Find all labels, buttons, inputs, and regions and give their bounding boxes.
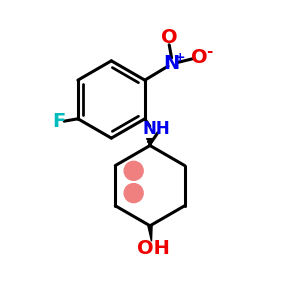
Text: O: O bbox=[191, 48, 208, 67]
Circle shape bbox=[124, 161, 143, 180]
Text: NH: NH bbox=[142, 120, 170, 138]
Text: O: O bbox=[161, 28, 178, 47]
Circle shape bbox=[124, 184, 143, 202]
Polygon shape bbox=[148, 226, 152, 241]
Text: OH: OH bbox=[137, 238, 170, 258]
Text: N: N bbox=[164, 54, 180, 73]
Text: F: F bbox=[52, 112, 66, 131]
Text: -: - bbox=[206, 44, 212, 59]
Text: +: + bbox=[175, 51, 185, 64]
